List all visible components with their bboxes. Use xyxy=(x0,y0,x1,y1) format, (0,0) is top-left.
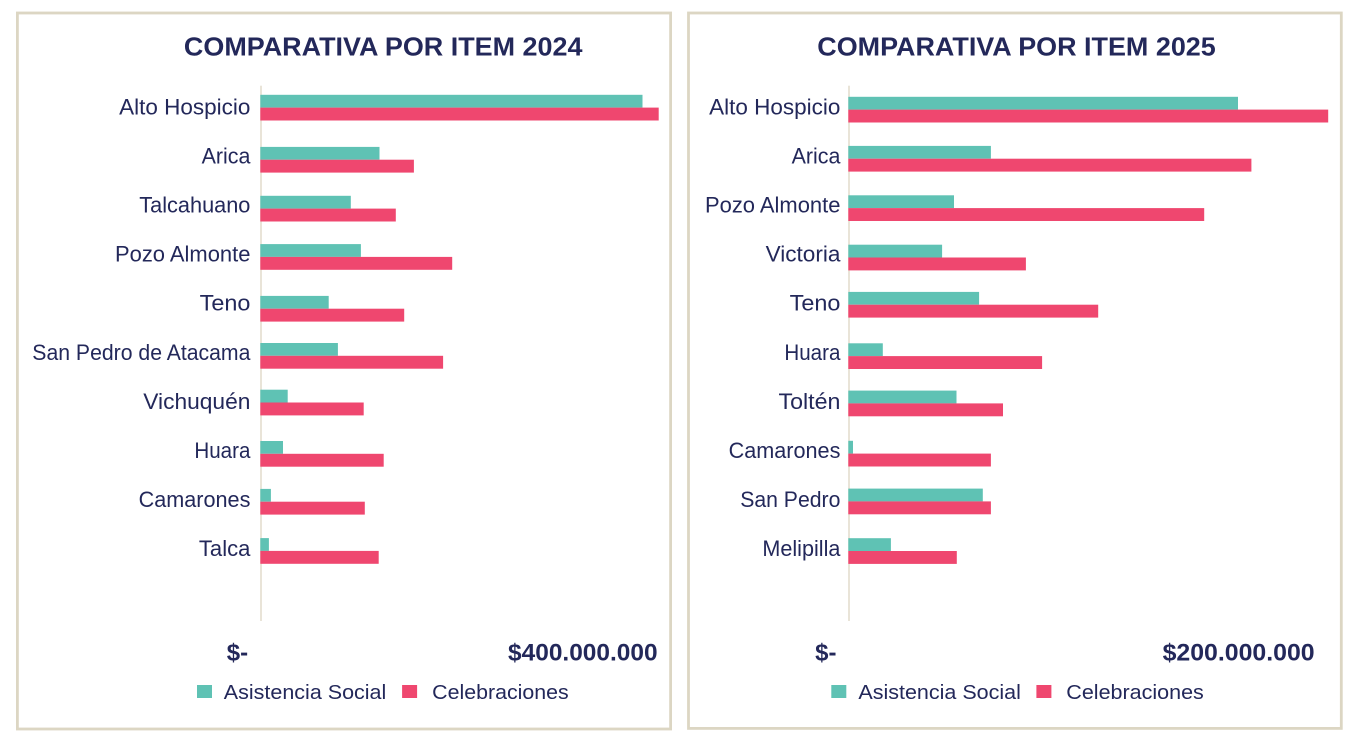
svg-text:Talcahuano: Talcahuano xyxy=(139,193,250,218)
svg-text:Pozo Almonte: Pozo Almonte xyxy=(115,242,250,267)
svg-text:Huara: Huara xyxy=(784,340,841,365)
svg-text:$-: $- xyxy=(227,640,248,666)
svg-text:COMPARATIVA POR ITEM 2024: COMPARATIVA POR ITEM 2024 xyxy=(184,31,583,61)
svg-text:Vichuquén: Vichuquén xyxy=(143,389,250,414)
svg-text:Teno: Teno xyxy=(790,291,841,316)
svg-text:Toltén: Toltén xyxy=(779,389,841,414)
svg-text:Alto Hospicio: Alto Hospicio xyxy=(119,95,250,120)
svg-text:Talca: Talca xyxy=(199,536,251,561)
svg-text:Camarones: Camarones xyxy=(729,438,841,463)
svg-text:COMPARATIVA POR ITEM 2025: COMPARATIVA POR ITEM 2025 xyxy=(817,31,1216,61)
svg-text:Arica: Arica xyxy=(792,144,841,169)
svg-text:Asistencia Social: Asistencia Social xyxy=(858,682,1021,704)
svg-text:Camarones: Camarones xyxy=(139,487,251,512)
svg-text:Arica: Arica xyxy=(202,144,251,169)
svg-text:Asistencia Social: Asistencia Social xyxy=(224,682,386,704)
svg-text:$-: $- xyxy=(815,640,836,666)
svg-text:Pozo Almonte: Pozo Almonte xyxy=(705,193,840,218)
svg-text:Alto Hospicio: Alto Hospicio xyxy=(709,95,840,120)
svg-text:San Pedro: San Pedro xyxy=(740,487,840,512)
svg-text:$400.000.000: $400.000.000 xyxy=(508,640,658,666)
svg-text:Teno: Teno xyxy=(200,291,251,316)
svg-text:Huara: Huara xyxy=(194,438,251,463)
svg-text:Victoria: Victoria xyxy=(766,242,841,267)
svg-text:Celebraciones: Celebraciones xyxy=(1066,682,1204,704)
svg-text:Melipilla: Melipilla xyxy=(762,536,841,561)
svg-text:$200.000.000: $200.000.000 xyxy=(1163,640,1315,666)
svg-text:Celebraciones: Celebraciones xyxy=(432,682,569,704)
svg-text:San Pedro de Atacama: San Pedro de Atacama xyxy=(32,340,251,365)
